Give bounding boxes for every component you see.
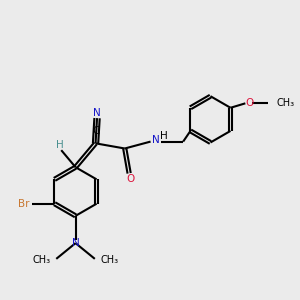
Text: O: O	[246, 98, 254, 108]
Text: CH₃: CH₃	[277, 98, 295, 108]
Text: O: O	[127, 174, 135, 184]
Text: CH₃: CH₃	[32, 255, 50, 265]
Text: H: H	[56, 140, 64, 150]
Text: Br: Br	[18, 199, 29, 209]
Text: N: N	[152, 135, 160, 145]
Text: N: N	[93, 108, 101, 118]
Text: CH₃: CH₃	[101, 255, 119, 265]
Text: N: N	[72, 238, 80, 248]
Text: H: H	[160, 131, 168, 141]
Text: C: C	[93, 126, 100, 136]
